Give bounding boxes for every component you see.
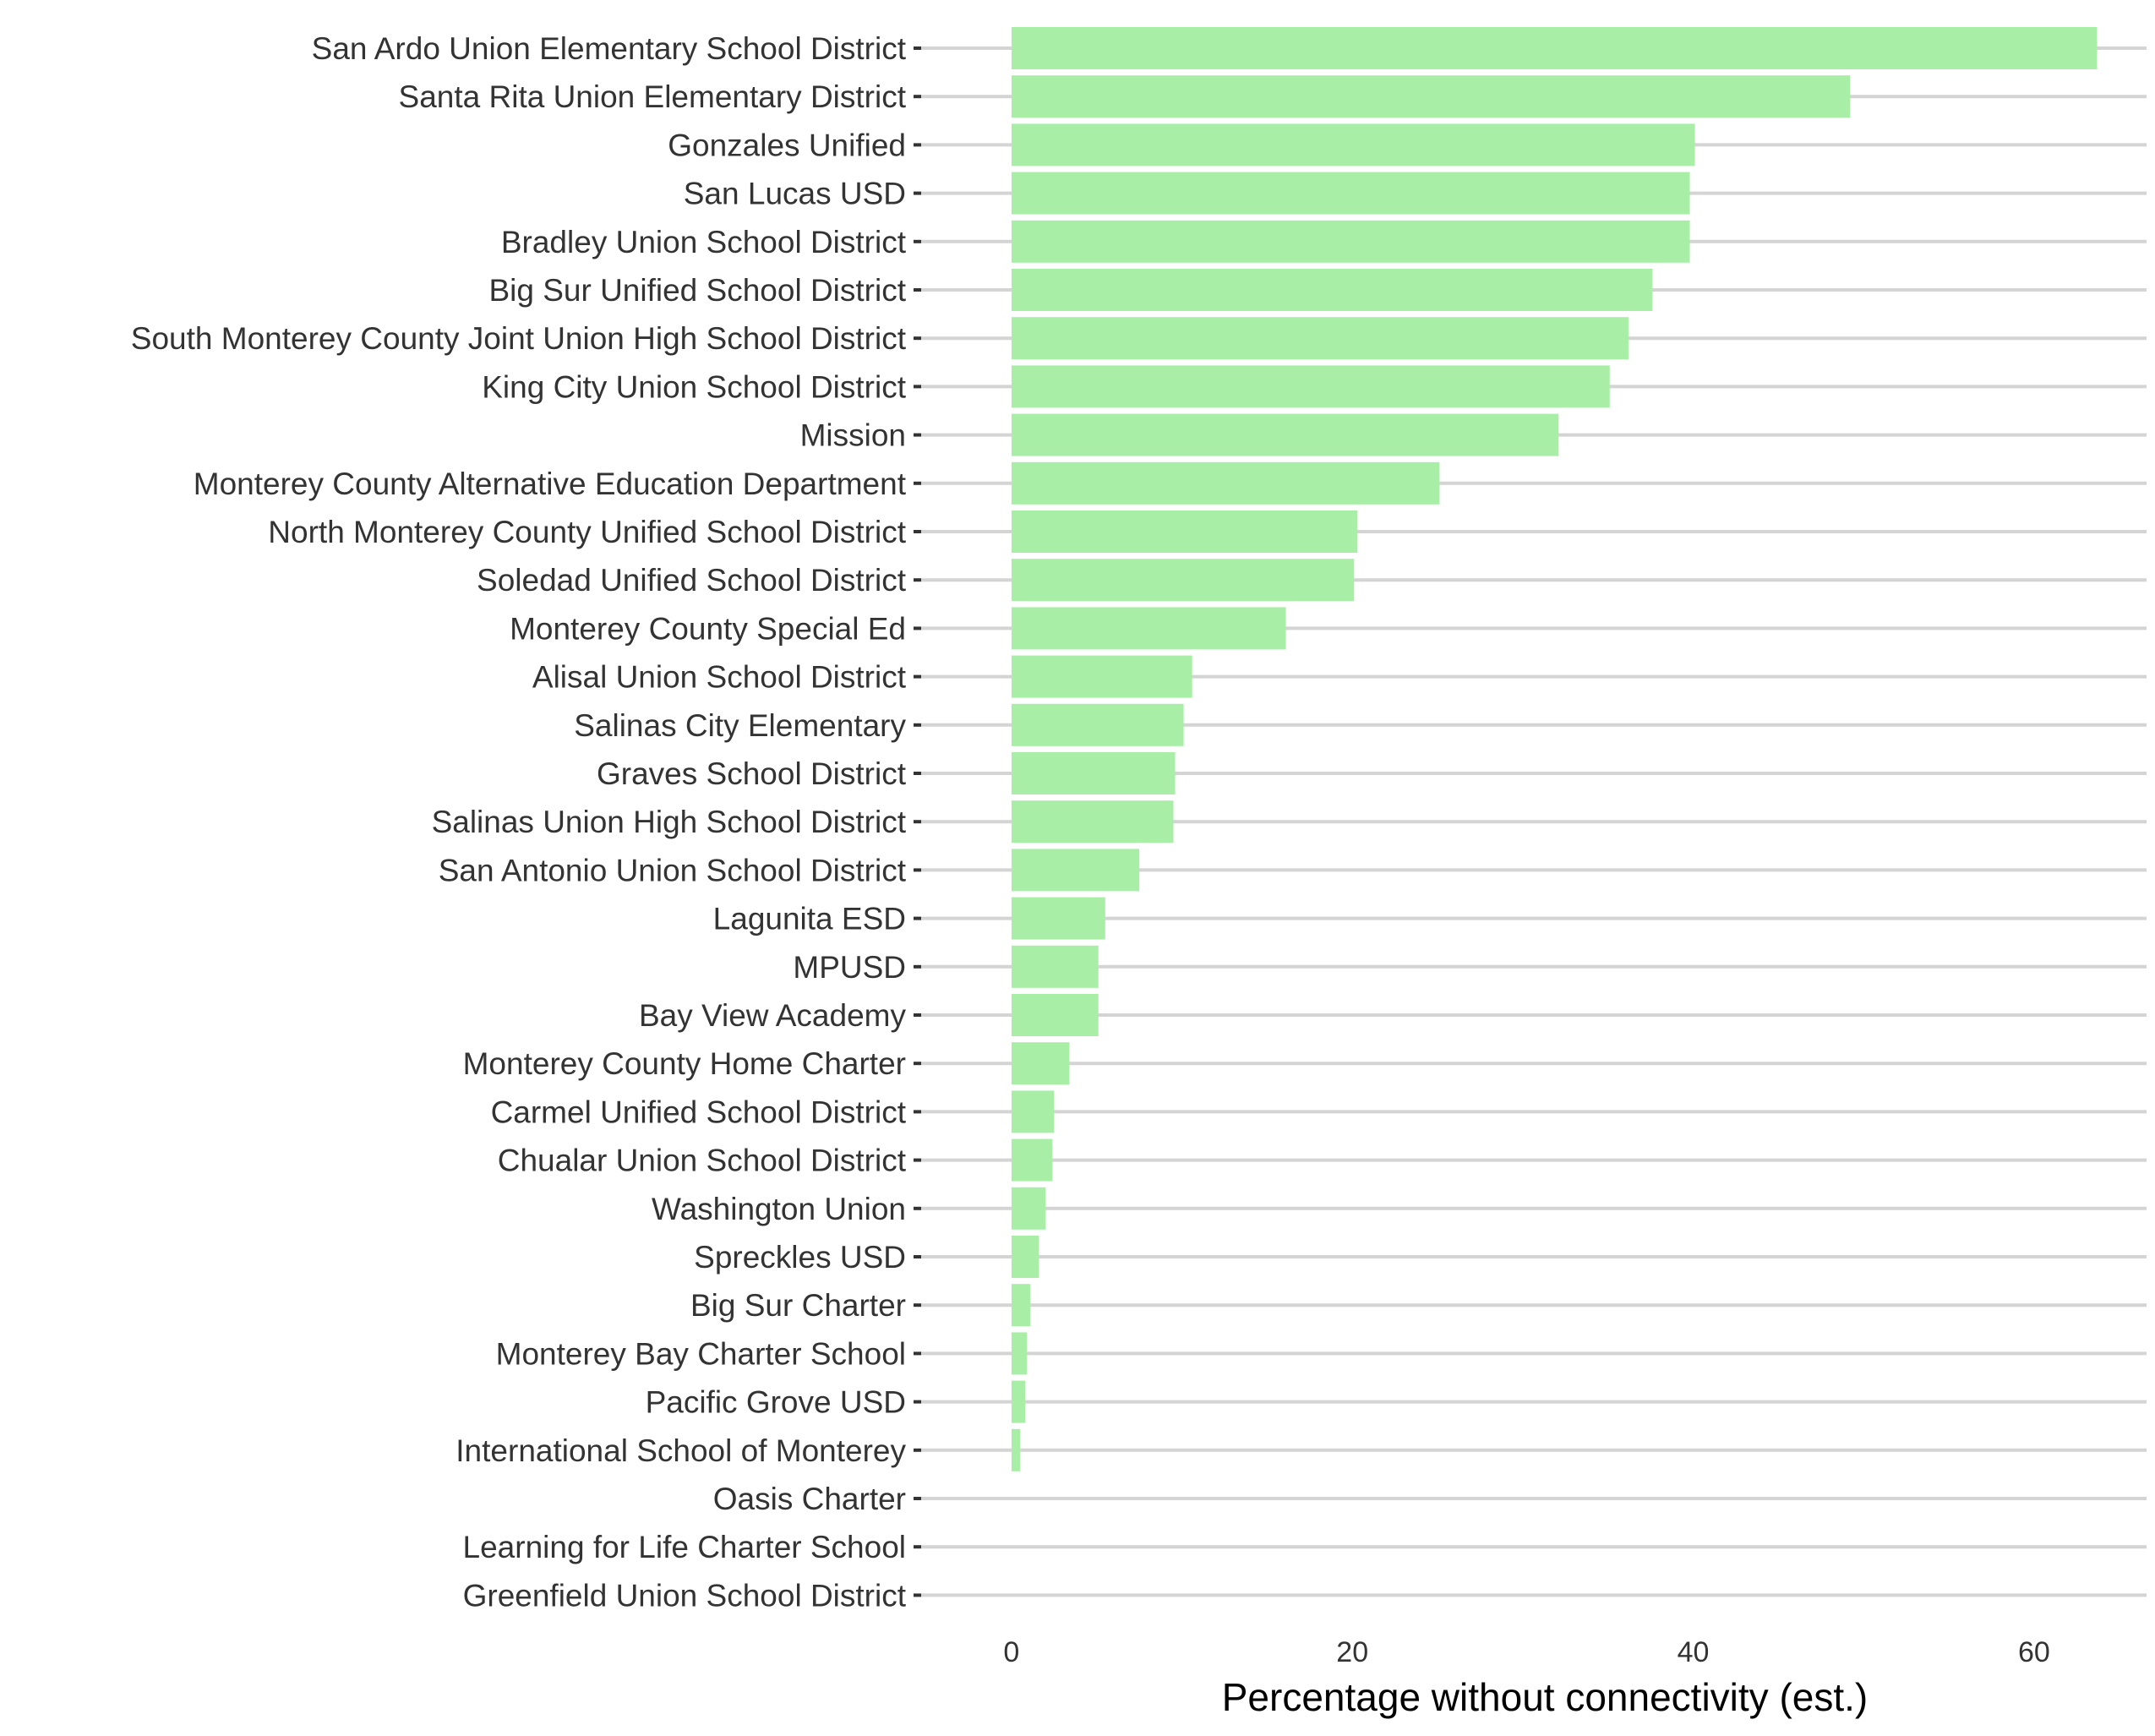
bar — [1011, 365, 1610, 408]
y-tick-label: Graves School District — [597, 756, 907, 791]
x-axis: 0 20 40 60 — [1003, 1636, 2049, 1668]
bar — [1011, 655, 1192, 698]
bar — [1011, 559, 1355, 602]
x-axis-title: Percentage without connectivity (est.) — [1222, 1675, 1868, 1719]
bar — [1011, 1236, 1039, 1278]
bar — [1011, 510, 1358, 553]
y-tick-label: Learning for Life Charter School — [463, 1530, 906, 1564]
y-tick-label: Soledad Unified School District — [477, 563, 907, 598]
bar — [1011, 269, 1653, 311]
y-tick-label: Bay View Academy — [639, 998, 907, 1033]
x-tick-label: 20 — [1336, 1636, 1368, 1668]
bar — [1011, 1284, 1031, 1327]
y-tick-label: Salinas Union High School District — [432, 805, 907, 839]
y-tick-label: Oasis Charter — [713, 1482, 906, 1516]
bar — [1011, 607, 1286, 650]
y-tick-label: Monterey County Home Charter — [463, 1046, 906, 1081]
y-tick-label: Salinas City Elementary — [574, 708, 906, 743]
bar — [1011, 123, 1695, 167]
y-tick-label: Big Sur Charter — [690, 1288, 906, 1323]
y-tick-label: Spreckles USD — [694, 1240, 906, 1275]
y-tick-label: Alisal Union School District — [532, 660, 907, 695]
bar — [1011, 1187, 1046, 1230]
bar — [1011, 752, 1176, 794]
bars — [1011, 27, 2098, 1471]
y-tick-label: Gonzales Unified — [668, 128, 906, 162]
x-tick-label: 60 — [2018, 1636, 2050, 1668]
bar — [1011, 413, 1559, 456]
y-tick-label: San Ardo Union Elementary School Distric… — [312, 31, 907, 66]
bar — [1011, 703, 1184, 746]
y-tick-label: Greenfield Union School District — [463, 1578, 907, 1613]
bar — [1011, 1428, 1020, 1471]
bar — [1011, 461, 1440, 505]
bar — [1011, 1042, 1070, 1085]
bar — [1011, 897, 1105, 940]
x-tick-label: 40 — [1678, 1636, 1710, 1668]
bar — [1011, 945, 1099, 988]
bar — [1011, 849, 1140, 892]
bar — [1011, 800, 1174, 843]
bar — [1011, 1380, 1026, 1423]
y-tick-label: San Lucas USD — [684, 177, 906, 211]
bar — [1011, 27, 2098, 69]
y-tick-label: Washington Union — [652, 1192, 906, 1226]
x-tick-label: 0 — [1003, 1636, 1019, 1668]
y-tick-label: Pacific Grove USD — [646, 1385, 906, 1420]
y-tick-label: San Antonio Union School District — [439, 853, 907, 887]
y-tick-label: North Monterey County Unified School Dis… — [268, 515, 906, 549]
bar — [1011, 317, 1629, 360]
bar — [1011, 1090, 1055, 1133]
y-tick-label: MPUSD — [793, 950, 906, 985]
y-tick-label: Mission — [800, 418, 906, 453]
bar — [1011, 1332, 1028, 1375]
y-axis: San Ardo Union Elementary School Distric… — [131, 31, 921, 1613]
bar — [1011, 994, 1099, 1036]
y-tick-label: Big Sur Unified School District — [488, 273, 906, 308]
y-tick-label: Chualar Union School District — [498, 1144, 907, 1178]
y-tick-label: South Monterey County Joint Union High S… — [131, 321, 907, 356]
y-tick-label: Monterey County Alternative Education De… — [194, 467, 907, 501]
y-tick-label: International School of Monterey — [456, 1433, 906, 1468]
y-tick-label: Monterey Bay Charter School — [496, 1336, 906, 1371]
bar — [1011, 172, 1690, 215]
y-tick-label: Santa Rita Union Elementary District — [399, 79, 907, 114]
y-tick-label: Monterey County Special Ed — [510, 611, 906, 646]
bar — [1011, 1138, 1053, 1182]
y-tick-label: Carmel Unified School District — [491, 1095, 907, 1129]
bar — [1011, 220, 1690, 263]
y-tick-label: King City Union School District — [482, 369, 906, 404]
bar — [1011, 75, 1851, 118]
y-tick-label: Lagunita ESD — [713, 902, 906, 936]
y-tick-label: Bradley Union School District — [501, 225, 907, 259]
